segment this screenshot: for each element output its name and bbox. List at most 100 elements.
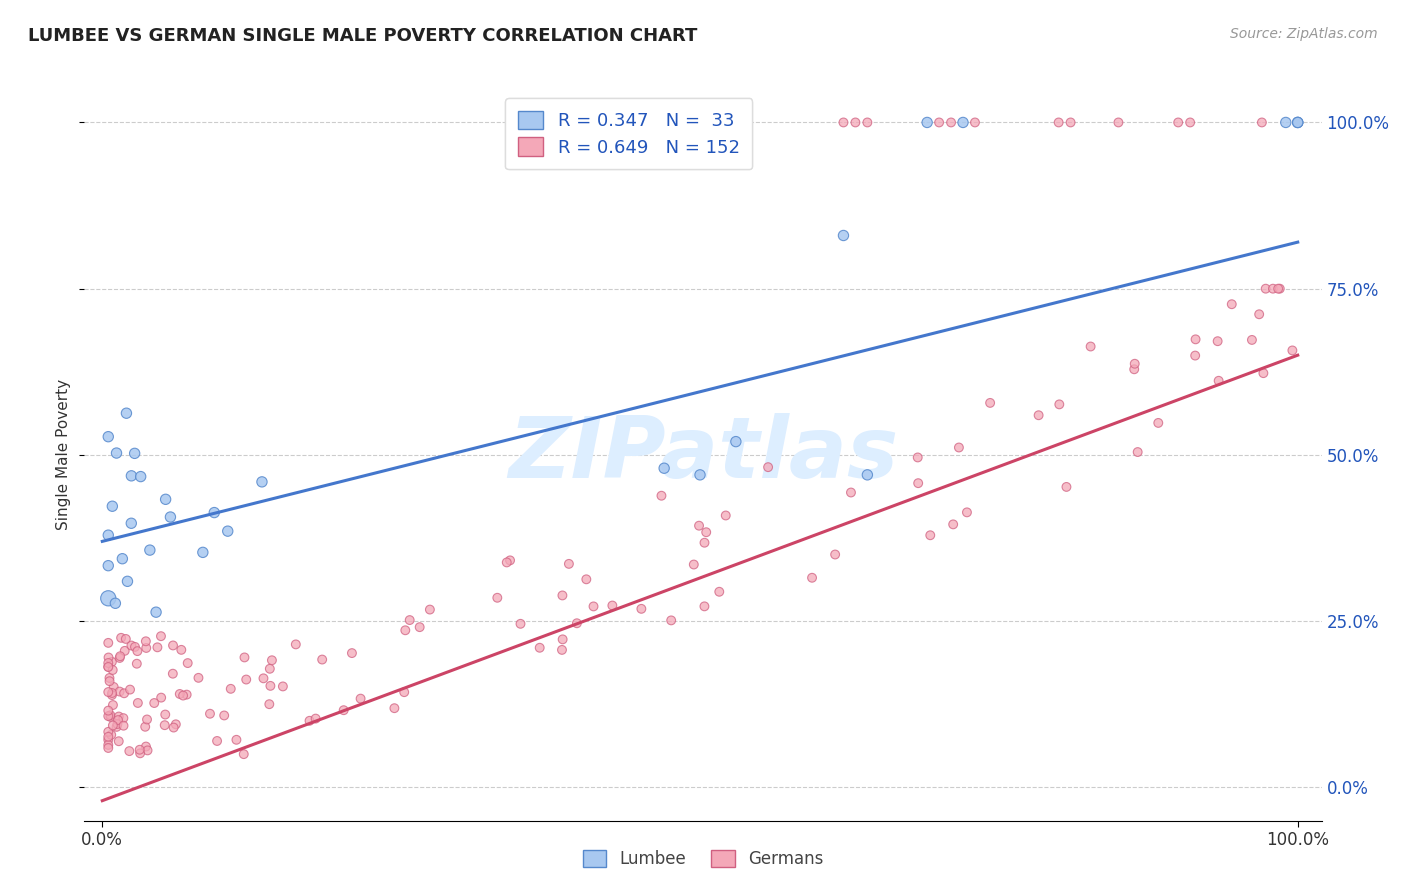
Point bbox=[1253, 366, 1275, 380]
Point bbox=[163, 721, 186, 735]
Point bbox=[1123, 357, 1146, 371]
Point bbox=[709, 584, 731, 599]
Point bbox=[942, 517, 965, 532]
Point bbox=[117, 574, 139, 589]
Point bbox=[1286, 115, 1309, 129]
Point bbox=[1249, 307, 1271, 321]
Point bbox=[97, 430, 120, 444]
Point bbox=[839, 485, 862, 500]
Point bbox=[1147, 416, 1170, 430]
Text: Source: ZipAtlas.com: Source: ZipAtlas.com bbox=[1230, 27, 1378, 41]
Point bbox=[155, 707, 177, 722]
Point bbox=[202, 506, 225, 520]
Point bbox=[101, 655, 124, 669]
Point bbox=[145, 605, 167, 619]
Point bbox=[97, 528, 120, 542]
Point bbox=[172, 689, 194, 703]
Point bbox=[928, 115, 950, 129]
Point bbox=[693, 599, 716, 614]
Point bbox=[551, 589, 574, 603]
Point bbox=[97, 724, 120, 739]
Point bbox=[1286, 115, 1309, 129]
Point bbox=[107, 734, 129, 748]
Point bbox=[1286, 115, 1309, 129]
Point bbox=[120, 639, 142, 653]
Point bbox=[724, 434, 747, 449]
Point bbox=[165, 717, 187, 731]
Point bbox=[856, 115, 879, 129]
Point bbox=[756, 460, 779, 475]
Point bbox=[551, 632, 574, 647]
Point bbox=[1208, 374, 1230, 388]
Point bbox=[284, 637, 307, 651]
Point bbox=[259, 697, 281, 711]
Point bbox=[118, 744, 141, 758]
Point bbox=[832, 115, 855, 129]
Point bbox=[575, 572, 598, 586]
Point bbox=[693, 535, 716, 549]
Point bbox=[135, 640, 157, 655]
Point bbox=[688, 518, 710, 533]
Point bbox=[149, 629, 172, 643]
Point bbox=[110, 631, 132, 645]
Point bbox=[112, 711, 135, 725]
Point bbox=[844, 115, 866, 129]
Point bbox=[120, 516, 142, 531]
Point bbox=[1047, 115, 1070, 129]
Point bbox=[103, 680, 125, 694]
Point bbox=[105, 446, 128, 460]
Legend: R = 0.347   N =  33, R = 0.649   N = 152: R = 0.347 N = 33, R = 0.649 N = 152 bbox=[505, 98, 752, 169]
Point bbox=[907, 476, 929, 491]
Point bbox=[108, 684, 131, 698]
Point bbox=[127, 696, 149, 710]
Point bbox=[1267, 282, 1289, 296]
Point bbox=[111, 551, 134, 566]
Point bbox=[271, 680, 294, 694]
Point bbox=[1220, 297, 1243, 311]
Point bbox=[120, 468, 142, 483]
Point bbox=[332, 703, 354, 717]
Point bbox=[170, 643, 193, 657]
Point bbox=[97, 656, 120, 670]
Point bbox=[125, 657, 148, 671]
Point bbox=[963, 115, 986, 129]
Point bbox=[107, 713, 129, 727]
Point bbox=[155, 492, 177, 507]
Point bbox=[349, 691, 371, 706]
Point bbox=[1240, 333, 1263, 347]
Point bbox=[1178, 115, 1201, 129]
Point bbox=[162, 639, 184, 653]
Point bbox=[1047, 397, 1070, 411]
Point bbox=[1126, 445, 1149, 459]
Point bbox=[104, 596, 127, 610]
Point bbox=[136, 713, 159, 727]
Text: LUMBEE VS GERMAN SINGLE MALE POVERTY CORRELATION CHART: LUMBEE VS GERMAN SINGLE MALE POVERTY COR… bbox=[28, 27, 697, 45]
Point bbox=[219, 681, 242, 696]
Point bbox=[1028, 409, 1050, 423]
Point bbox=[135, 634, 157, 648]
Point bbox=[582, 599, 605, 614]
Point bbox=[419, 602, 441, 616]
Point bbox=[1080, 339, 1102, 353]
Point bbox=[939, 115, 962, 129]
Point bbox=[187, 671, 209, 685]
Point bbox=[105, 720, 128, 734]
Point bbox=[112, 719, 135, 733]
Point bbox=[340, 646, 363, 660]
Point bbox=[1184, 332, 1206, 346]
Point bbox=[101, 500, 124, 514]
Point bbox=[150, 690, 173, 705]
Point bbox=[97, 558, 120, 573]
Point bbox=[100, 708, 122, 723]
Point bbox=[486, 591, 509, 605]
Point bbox=[824, 548, 846, 562]
Point bbox=[153, 718, 176, 732]
Point bbox=[956, 505, 979, 519]
Point bbox=[1123, 362, 1146, 376]
Point bbox=[162, 666, 184, 681]
Point bbox=[832, 228, 855, 243]
Point bbox=[129, 747, 152, 761]
Point bbox=[1254, 282, 1277, 296]
Point bbox=[212, 708, 235, 723]
Point bbox=[682, 558, 704, 572]
